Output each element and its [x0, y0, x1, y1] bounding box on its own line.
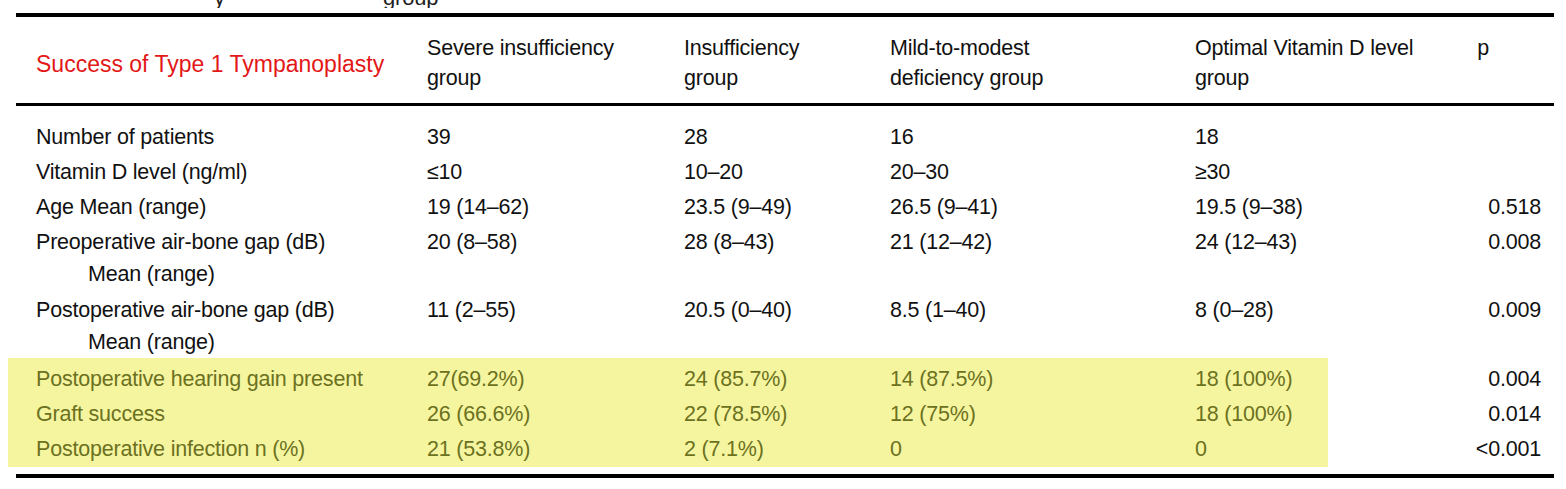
cell-value: 28	[684, 124, 890, 150]
cell-p-value: 0.014	[1465, 401, 1541, 427]
table-title: Success of Type 1 Tympanoplasty	[36, 33, 427, 95]
column-header-severe-insufficiency: Severe insufficiency group	[427, 33, 684, 95]
cell-value: 18 (100%)	[1195, 366, 1465, 392]
cell-value: 8.5 (1–40)	[890, 297, 1195, 355]
cell-value: 28 (8–43)	[684, 229, 890, 287]
cell-value: 8 (0–28)	[1195, 297, 1465, 355]
table-row-age-mean: Age Mean (range) 19 (14–62) 23.5 (9–49) …	[36, 194, 1541, 220]
cell-value: 26.5 (9–41)	[890, 194, 1195, 220]
table-header-row: Success of Type 1 Tympanoplasty Severe i…	[36, 33, 1541, 95]
cell-value: 24 (12–43)	[1195, 229, 1465, 287]
cell-value: 20.5 (0–40)	[684, 297, 890, 355]
row-label: Postoperative hearing gain present	[36, 366, 427, 392]
table-row-preoperative-abg: Preoperative air-bone gap (dB) Mean (ran…	[36, 229, 1541, 287]
cell-value: 19.5 (9–38)	[1195, 194, 1465, 220]
cell-value: 2 (7.1%)	[684, 436, 890, 462]
cell-value: 0	[890, 436, 1195, 462]
cell-p-value: 0.009	[1465, 297, 1541, 355]
row-label: Preoperative air-bone gap (dB) Mean (ran…	[36, 229, 427, 287]
row-label: Number of patients	[36, 124, 427, 150]
row-label: Postoperative air-bone gap (dB) Mean (ra…	[36, 297, 427, 355]
row-label: Postoperative infection n (%)	[36, 436, 427, 462]
table-rule-top	[16, 13, 1554, 17]
table-row-number-of-patients: Number of patients 39 28 16 18	[36, 124, 1541, 150]
caption-fragment-right: group	[383, 0, 438, 8]
table-rule-bottom	[16, 474, 1554, 478]
cell-value: 21 (53.8%)	[427, 436, 684, 462]
cell-value: 0	[1195, 436, 1465, 462]
cell-value: 12 (75%)	[890, 401, 1195, 427]
cell-value: 16	[890, 124, 1195, 150]
cell-value: ≤10	[427, 159, 684, 185]
table-row-vitamin-d-level: Vitamin D level (ng/ml) ≤10 10–20 20–30 …	[36, 159, 1541, 185]
cell-value: 22 (78.5%)	[684, 401, 890, 427]
column-header-insufficiency: Insufficiency group	[684, 33, 890, 95]
cell-value: 20 (8–58)	[427, 229, 684, 287]
table-rule-header	[16, 103, 1554, 106]
cell-value: 21 (12–42)	[890, 229, 1195, 287]
row-label-line2: Mean (range)	[36, 261, 427, 287]
cell-value: 24 (85.7%)	[684, 366, 890, 392]
column-header-mild-to-modest: Mild-to-modest deficiency group	[890, 33, 1195, 95]
cell-value: 11 (2–55)	[427, 297, 684, 355]
cell-p-value: 0.518	[1465, 194, 1541, 220]
cell-p-value	[1465, 159, 1541, 185]
cropped-caption-fragment: y group	[0, 0, 1566, 8]
row-label: Age Mean (range)	[36, 194, 427, 220]
cell-p-value: <0.001	[1465, 436, 1541, 462]
cell-value: 27(69.2%)	[427, 366, 684, 392]
table-row-hearing-gain: Postoperative hearing gain present 27(69…	[36, 366, 1541, 392]
cell-p-value: 0.008	[1465, 229, 1541, 287]
row-label: Vitamin D level (ng/ml)	[36, 159, 427, 185]
cell-value: 23.5 (9–49)	[684, 194, 890, 220]
cell-value: 18 (100%)	[1195, 401, 1465, 427]
cell-value: 26 (66.6%)	[427, 401, 684, 427]
tympanoplasty-results-table: y group Success of Type 1 Tympanoplasty …	[0, 0, 1566, 489]
cell-value: 18	[1195, 124, 1465, 150]
cell-value: 10–20	[684, 159, 890, 185]
cell-value: 19 (14–62)	[427, 194, 684, 220]
cell-value: 20–30	[890, 159, 1195, 185]
caption-fragment-left: y	[214, 0, 225, 8]
cell-p-value	[1465, 124, 1541, 150]
table-row-postoperative-infection: Postoperative infection n (%) 21 (53.8%)…	[36, 436, 1541, 462]
cell-value: 14 (87.5%)	[890, 366, 1195, 392]
row-label: Graft success	[36, 401, 427, 427]
column-header-p: p	[1465, 33, 1541, 95]
cell-value: 39	[427, 124, 684, 150]
table-row-postoperative-abg: Postoperative air-bone gap (dB) Mean (ra…	[36, 297, 1541, 355]
row-label-line2: Mean (range)	[36, 329, 427, 355]
table-row-graft-success: Graft success 26 (66.6%) 22 (78.5%) 12 (…	[36, 401, 1541, 427]
column-header-optimal: Optimal Vitamin D level group	[1195, 33, 1465, 95]
cell-p-value: 0.004	[1465, 366, 1541, 392]
cell-value: ≥30	[1195, 159, 1465, 185]
